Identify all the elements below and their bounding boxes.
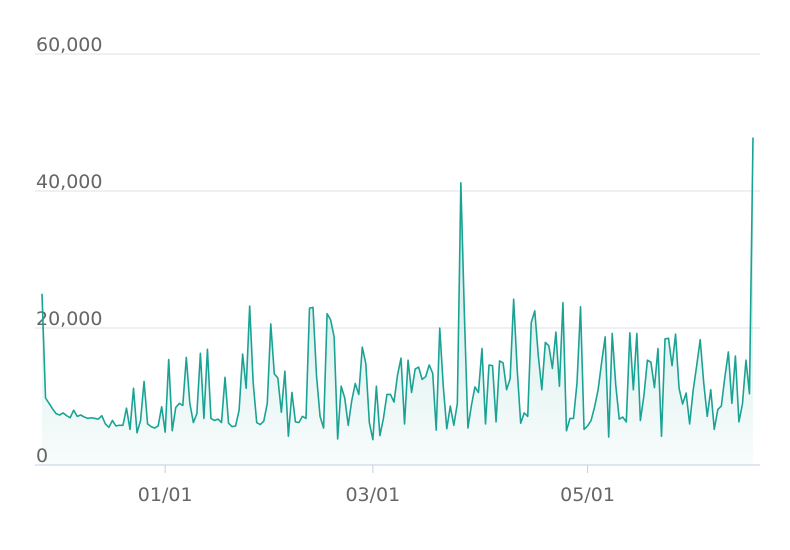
area: [42, 137, 753, 465]
y-tick-label: 40,000: [36, 171, 102, 193]
x-tick-label: 03/01: [345, 484, 400, 506]
y-tick-label: 60,000: [36, 34, 102, 56]
x-tick-label: 05/01: [560, 484, 615, 506]
x-tick-label: 01/01: [138, 484, 193, 506]
line: [41, 137, 754, 441]
y-tick-label: 20,000: [36, 308, 102, 330]
